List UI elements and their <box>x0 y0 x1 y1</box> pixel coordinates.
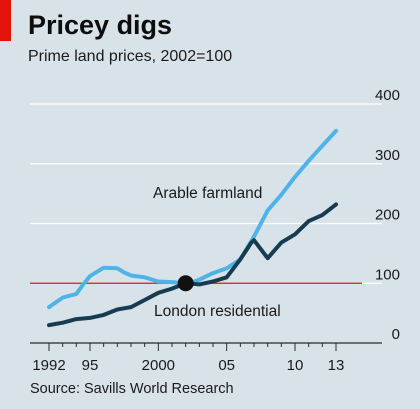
y-tick-label: 100 <box>375 266 400 283</box>
x-tick-label: 10 <box>287 357 304 374</box>
y-tick-label: 400 <box>375 87 400 104</box>
x-tick-label: 13 <box>328 357 345 374</box>
chart-title: Pricey digs <box>28 10 173 40</box>
x-tick-labels: 1992 95 2000 05 10 13 <box>32 357 344 374</box>
accent-tab <box>0 0 11 41</box>
y-tick-label: 300 <box>375 147 400 164</box>
x-tick-label: 05 <box>218 357 235 374</box>
series-line-london-residential <box>47 202 338 328</box>
y-tick-label: 0 <box>392 326 400 343</box>
source-note: Source: Savills World Research <box>30 381 234 397</box>
marker-layer <box>177 275 194 292</box>
series-label-arable-farmland: Arable farmland <box>153 185 262 202</box>
y-tick-labels: 0 100 200 300 400 <box>375 87 400 343</box>
base-year-marker <box>177 275 194 292</box>
x-tick-label: 95 <box>82 357 99 374</box>
x-tick-label: 1992 <box>32 357 65 374</box>
series-lines <box>47 128 338 328</box>
series-label-layer: Arable farmland London residential <box>153 185 281 320</box>
x-tick-marks <box>48 343 337 351</box>
y-tick-label: 200 <box>375 207 400 224</box>
chart-subtitle: Prime land prices, 2002=100 <box>28 48 233 65</box>
series-label-london-residential: London residential <box>154 303 281 320</box>
x-tick-label: 2000 <box>142 357 175 374</box>
